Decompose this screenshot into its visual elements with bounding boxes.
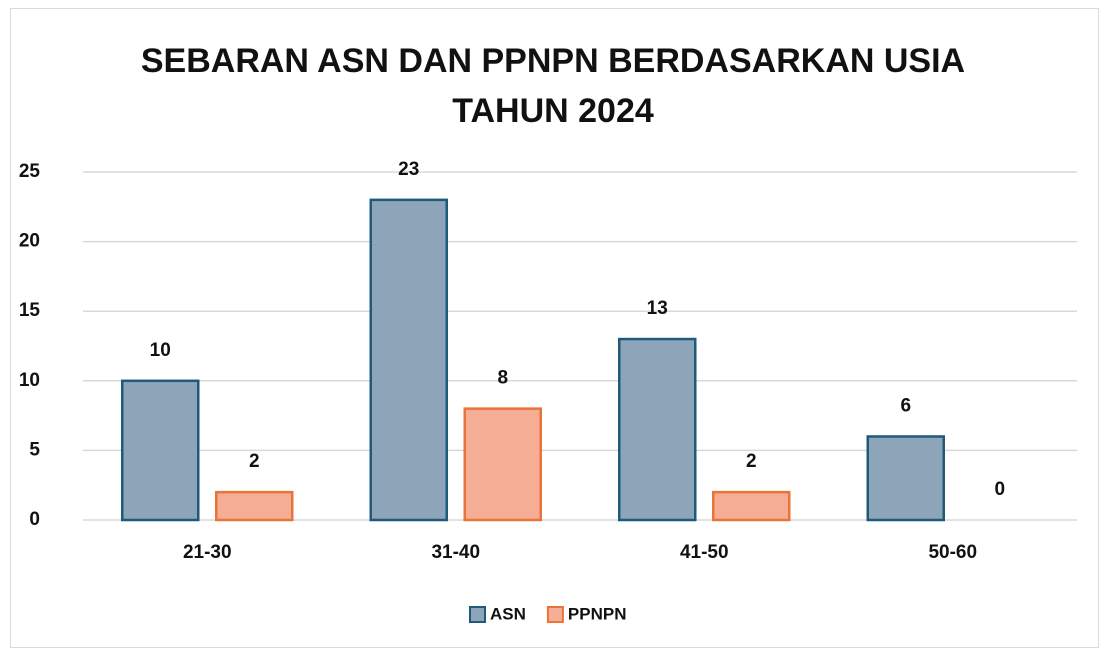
y-tick-label: 15 (19, 300, 41, 321)
legend-label: PPNPN (568, 604, 627, 623)
bar (215, 490, 294, 522)
data-label: 23 (398, 159, 419, 180)
y-tick-label: 0 (29, 509, 40, 530)
y-tick-label: 5 (29, 439, 40, 460)
y-tick-label: 25 (19, 161, 41, 182)
y-tick-label: 20 (19, 231, 40, 252)
legend-swatch (469, 606, 486, 623)
legend-label: ASN (490, 604, 526, 623)
data-label: 0 (994, 479, 1005, 500)
legend-swatch (546, 606, 564, 623)
data-label: 10 (150, 340, 171, 361)
bar (121, 379, 200, 522)
y-tick-label: 10 (19, 370, 40, 391)
chart-frame (10, 8, 1099, 648)
bar (369, 198, 448, 522)
x-tick-label: 50-60 (928, 542, 977, 563)
x-tick-label: 31-40 (431, 542, 480, 563)
bar (866, 435, 945, 522)
bar (712, 490, 791, 522)
data-label: 6 (900, 395, 911, 416)
chart-title: SEBARAN ASN DAN PPNPN BERDASARKAN USIA T… (140, 42, 966, 130)
bar (463, 407, 542, 522)
bar (618, 337, 697, 522)
data-label: 2 (746, 451, 757, 472)
data-label: 8 (497, 368, 508, 389)
x-tick-label: 21-30 (183, 542, 232, 563)
x-tick-label: 41-50 (680, 542, 729, 563)
data-label: 13 (647, 298, 668, 319)
data-label: 2 (249, 451, 260, 472)
